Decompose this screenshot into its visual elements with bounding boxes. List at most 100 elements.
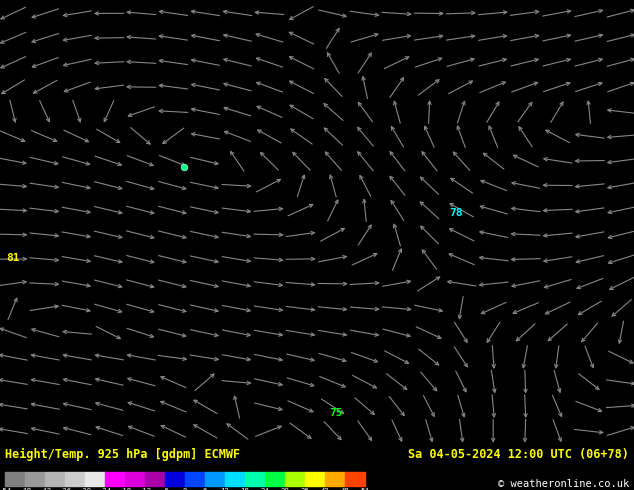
Text: 3: 3 <box>172 347 178 356</box>
Text: 1: 1 <box>314 246 320 255</box>
Text: 8: 8 <box>419 392 424 402</box>
Text: 7: 7 <box>486 280 491 289</box>
Text: 0: 0 <box>307 302 312 311</box>
Text: 3: 3 <box>628 381 633 391</box>
Text: 0: 0 <box>224 20 230 29</box>
Text: 9: 9 <box>165 43 170 52</box>
Text: 3: 3 <box>277 167 282 176</box>
Text: 9: 9 <box>210 9 215 18</box>
Text: 4: 4 <box>53 178 58 187</box>
Text: 1: 1 <box>561 65 566 74</box>
Text: 4: 4 <box>38 246 43 255</box>
Text: 5: 5 <box>531 133 536 142</box>
Text: 9: 9 <box>240 43 245 52</box>
Text: 3: 3 <box>337 314 342 322</box>
Text: 1: 1 <box>307 291 312 300</box>
Text: 5: 5 <box>501 99 507 108</box>
Text: 5: 5 <box>314 145 320 153</box>
Text: 0: 0 <box>524 190 529 198</box>
Text: 4: 4 <box>508 223 514 232</box>
Text: 4: 4 <box>285 404 290 413</box>
Text: 5: 5 <box>486 43 491 52</box>
Text: 1: 1 <box>38 392 43 402</box>
Text: 3: 3 <box>165 246 170 255</box>
Text: 4: 4 <box>628 370 633 379</box>
Text: 2: 2 <box>157 212 163 221</box>
Text: 3: 3 <box>419 438 424 447</box>
Text: 5: 5 <box>8 438 13 447</box>
Text: 6: 6 <box>382 415 387 424</box>
Text: 9: 9 <box>307 9 312 18</box>
Text: 1: 1 <box>46 291 51 300</box>
Text: 0: 0 <box>1 336 6 345</box>
Text: 5: 5 <box>224 302 230 311</box>
Text: 2: 2 <box>576 212 581 221</box>
Text: 2: 2 <box>83 20 88 29</box>
Text: 0: 0 <box>404 336 410 345</box>
Text: 3: 3 <box>366 246 372 255</box>
Text: 7: 7 <box>46 223 51 232</box>
Text: 2: 2 <box>337 291 342 300</box>
Text: 3: 3 <box>583 291 588 300</box>
Text: 9: 9 <box>508 336 514 345</box>
Text: 1: 1 <box>569 99 574 108</box>
Text: 1: 1 <box>322 223 327 232</box>
Text: 2: 2 <box>202 359 207 368</box>
Text: 7: 7 <box>157 178 163 187</box>
Text: 9: 9 <box>188 54 193 63</box>
Text: 0: 0 <box>46 20 51 29</box>
Text: 2: 2 <box>569 280 574 289</box>
Text: 2: 2 <box>531 201 536 210</box>
Text: 1: 1 <box>75 280 81 289</box>
Text: 1: 1 <box>202 133 207 142</box>
Text: 7: 7 <box>456 54 462 63</box>
Text: 4: 4 <box>269 404 275 413</box>
Text: 5: 5 <box>621 314 626 322</box>
Text: 4: 4 <box>516 77 521 86</box>
Text: 1: 1 <box>344 257 349 266</box>
Text: 0: 0 <box>299 111 305 120</box>
Text: 0: 0 <box>598 54 604 63</box>
Text: 8: 8 <box>75 212 81 221</box>
Text: 1: 1 <box>576 426 581 436</box>
Text: 18: 18 <box>240 488 249 490</box>
Text: 8: 8 <box>524 426 529 436</box>
Text: 4: 4 <box>269 280 275 289</box>
Text: 3: 3 <box>262 392 268 402</box>
Text: 6: 6 <box>374 291 379 300</box>
Text: 6: 6 <box>449 133 454 142</box>
Text: 1: 1 <box>68 415 73 424</box>
Text: 8: 8 <box>486 336 491 345</box>
Text: 6: 6 <box>127 201 133 210</box>
Text: 6: 6 <box>195 167 200 176</box>
Text: 2: 2 <box>75 426 81 436</box>
Text: 2: 2 <box>269 314 275 322</box>
Text: 0: 0 <box>501 190 507 198</box>
Text: 0: 0 <box>68 111 73 120</box>
Text: 2: 2 <box>419 336 424 345</box>
Text: 5: 5 <box>621 347 626 356</box>
Text: 1: 1 <box>404 54 410 63</box>
Text: 1: 1 <box>613 54 619 63</box>
Text: 6: 6 <box>374 133 379 142</box>
Text: 5: 5 <box>374 145 379 153</box>
Text: 2: 2 <box>240 212 245 221</box>
Text: 1: 1 <box>38 302 43 311</box>
Text: 1: 1 <box>583 9 588 18</box>
Text: 1: 1 <box>90 415 96 424</box>
Text: 8: 8 <box>90 133 96 142</box>
Text: 2: 2 <box>427 291 432 300</box>
Text: 4: 4 <box>591 314 596 322</box>
Text: 9: 9 <box>613 201 619 210</box>
Text: 7: 7 <box>83 145 88 153</box>
Text: 1: 1 <box>23 325 28 334</box>
Text: 2: 2 <box>60 190 65 198</box>
Text: 9: 9 <box>598 392 604 402</box>
Text: 4: 4 <box>232 302 237 311</box>
Text: 9: 9 <box>195 65 200 74</box>
Text: 5: 5 <box>329 381 335 391</box>
Text: 5: 5 <box>60 235 65 244</box>
Text: 8: 8 <box>449 54 454 63</box>
Text: 0: 0 <box>277 0 282 7</box>
Text: 7: 7 <box>456 77 462 86</box>
